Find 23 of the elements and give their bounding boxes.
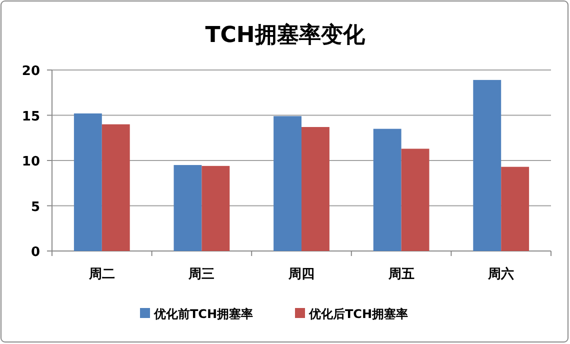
y-tick-label: 15 <box>22 109 40 124</box>
bar <box>473 80 502 251</box>
y-tick-label: 5 <box>30 200 40 215</box>
x-tick-label: 周三 <box>188 267 215 282</box>
bar <box>202 166 230 251</box>
bar <box>274 116 302 251</box>
x-tick-label: 周六 <box>487 266 514 282</box>
legend-label: 优化前TCH拥塞率 <box>153 307 254 321</box>
x-tick-label: 周五 <box>387 267 414 282</box>
bar <box>102 124 130 251</box>
bar <box>302 127 330 251</box>
bar <box>401 148 430 251</box>
y-tick-label: 0 <box>30 245 40 260</box>
bar <box>174 165 202 251</box>
chart-title: TCH拥塞率变化 <box>205 22 366 48</box>
y-tick-label: 20 <box>22 64 40 79</box>
x-tick-label: 周四 <box>288 267 314 282</box>
bar <box>501 166 530 251</box>
y-tick-label: 10 <box>22 154 40 170</box>
legend-label: 优化后TCH拥塞率 <box>308 307 408 321</box>
bar <box>74 113 102 251</box>
bar <box>373 128 402 251</box>
x-tick-label: 周二 <box>88 267 115 282</box>
